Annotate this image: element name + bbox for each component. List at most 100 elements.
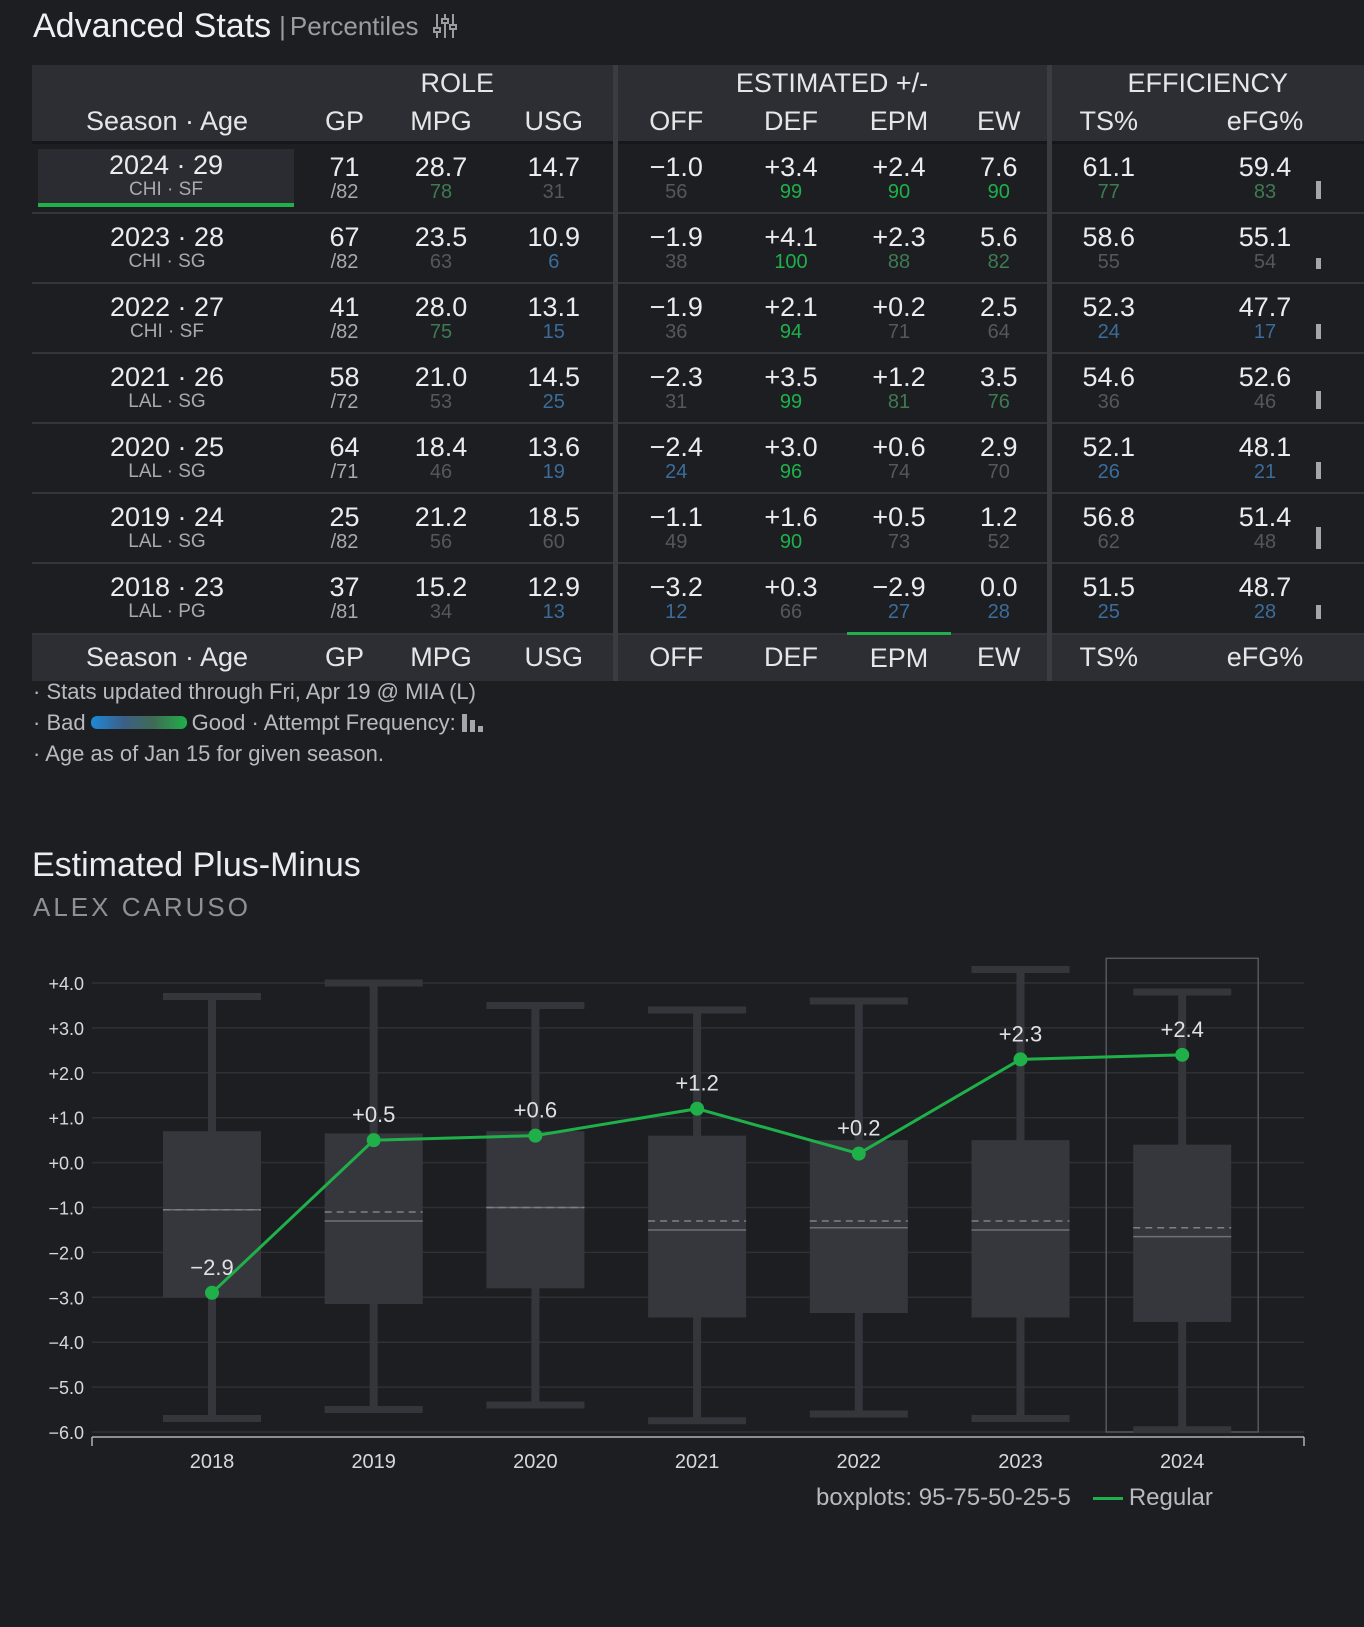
def-sub: 99 bbox=[779, 181, 803, 203]
efg-value: 48.7 bbox=[1238, 572, 1292, 603]
foot-col-usg[interactable]: USG bbox=[495, 633, 615, 681]
season-cell[interactable]: 2021 · 26 LAL · SG bbox=[32, 363, 302, 413]
def-sub: 100 bbox=[774, 251, 808, 273]
cell-gp: 64/71 bbox=[302, 423, 387, 494]
foot-col-def[interactable]: DEF bbox=[735, 633, 847, 681]
foot-col-ew[interactable]: EW bbox=[951, 633, 1050, 681]
usg-sub: 15 bbox=[542, 321, 565, 343]
cell-def: +0.3 66 bbox=[735, 563, 847, 635]
cell-efg: 48.7 28 bbox=[1166, 563, 1364, 635]
cell-gp: 71/82 bbox=[302, 142, 387, 214]
y-tick-label: −5.0 bbox=[48, 1378, 84, 1398]
epm-value: +1.2 bbox=[872, 362, 926, 392]
gp-value: 64 bbox=[329, 432, 360, 462]
epm-point bbox=[528, 1128, 543, 1143]
epm-value: +0.2 bbox=[872, 292, 926, 322]
cell-season: 2024 · 29 CHI · SF bbox=[32, 142, 302, 214]
note-bad: · Bad bbox=[33, 710, 86, 735]
cell-off: −1.1 49 bbox=[612, 493, 735, 564]
foot-col-mpg[interactable]: MPG bbox=[387, 633, 495, 681]
col-def[interactable]: DEF bbox=[735, 101, 847, 144]
def-value: +3.0 bbox=[764, 432, 818, 462]
col-mpg[interactable]: MPG bbox=[387, 101, 495, 144]
y-tick-label: −1.0 bbox=[48, 1199, 84, 1219]
y-tick-label: −3.0 bbox=[48, 1288, 84, 1308]
table-row[interactable]: 2020 · 25 LAL · SG 64/71 18.4 46 13.6 19 −2.4 24… bbox=[32, 423, 1364, 494]
season-cell[interactable]: 2023 · 28 CHI · SG bbox=[32, 223, 302, 273]
col-ew[interactable]: EW bbox=[951, 101, 1050, 144]
mpg-value: 18.4 bbox=[414, 432, 468, 462]
efg-wrap: 55.1 54 bbox=[1238, 222, 1322, 273]
col-ts[interactable]: TS% bbox=[1046, 101, 1167, 144]
sliders-icon[interactable] bbox=[432, 12, 457, 40]
foot-col-off[interactable]: OFF bbox=[612, 633, 735, 681]
ts-sub: 62 bbox=[1097, 531, 1120, 553]
x-tick-label: 2022 bbox=[837, 1451, 882, 1473]
table-row[interactable]: 2021 · 26 LAL · SG 58/72 21.0 53 14.5 25 −2.3 31… bbox=[32, 353, 1364, 424]
usg-value: 13.6 bbox=[527, 432, 581, 462]
legend-regular[interactable]: Regular bbox=[1128, 1484, 1213, 1511]
gp-sub: /82 bbox=[330, 321, 359, 343]
gp-value: 41 bbox=[329, 292, 360, 322]
cell-usg: 10.9 6 bbox=[495, 213, 615, 284]
efg-value: 52.6 bbox=[1238, 362, 1292, 392]
table-row[interactable]: 2022 · 27 CHI · SF 41/82 28.0 75 13.1 15 −1.9 36… bbox=[32, 283, 1364, 354]
table-row[interactable]: 2018 · 23 LAL · PG 37/81 15.2 34 12.9 13 −3.2 12… bbox=[32, 563, 1364, 635]
off-sub: 36 bbox=[665, 321, 688, 343]
efg-sub: 28 bbox=[1253, 601, 1277, 624]
col-gp[interactable]: GP bbox=[302, 101, 387, 144]
season-sub: CHI · SG bbox=[128, 251, 206, 272]
ew-sub: 28 bbox=[987, 601, 1010, 624]
mpg-sub: 78 bbox=[429, 181, 453, 203]
col-off[interactable]: OFF bbox=[612, 101, 735, 144]
season-cell[interactable]: 2018 · 23 LAL · PG bbox=[32, 573, 302, 623]
mpg-sub: 75 bbox=[429, 321, 453, 343]
group-role: ROLE bbox=[302, 65, 615, 101]
foot-col-ts[interactable]: TS% bbox=[1046, 633, 1167, 681]
ew-value: 7.6 bbox=[979, 152, 1018, 182]
cell-efg: 59.4 83 bbox=[1166, 142, 1364, 214]
foot-col-epm[interactable]: EPM bbox=[847, 632, 951, 681]
chart-subtitle: ALEX CARUSO bbox=[33, 892, 251, 922]
table-row[interactable]: 2019 · 24 LAL · SG 25/82 21.2 56 18.5 60 −1.1 49… bbox=[32, 493, 1364, 564]
usg-sub: 60 bbox=[542, 531, 565, 553]
col-season[interactable]: Season · Age bbox=[32, 101, 302, 144]
season-cell[interactable]: 2020 · 25 LAL · SG bbox=[32, 433, 302, 483]
cell-off: −1.9 36 bbox=[612, 283, 735, 354]
gp-sub: /82 bbox=[330, 531, 359, 553]
season-cell[interactable]: 2019 · 24 LAL · SG bbox=[32, 503, 302, 553]
col-epm[interactable]: EPM bbox=[847, 101, 951, 144]
cell-ts: 54.6 36 bbox=[1046, 353, 1167, 424]
cell-epm: +0.6 74 bbox=[847, 423, 951, 494]
epm-data-label: +2.3 bbox=[999, 1021, 1042, 1046]
foot-col-gp[interactable]: GP bbox=[302, 633, 387, 681]
mpg-sub: 34 bbox=[429, 601, 453, 624]
table-row[interactable]: 2024 · 29 CHI · SF 71/82 28.7 78 14.7 31 −1.0 56… bbox=[32, 142, 1364, 214]
cell-def: +3.5 99 bbox=[735, 353, 847, 424]
def-sub: 96 bbox=[779, 461, 803, 483]
usg-sub: 25 bbox=[542, 391, 565, 413]
foot-col-season[interactable]: Season · Age bbox=[32, 633, 302, 681]
cell-gp: 41/82 bbox=[302, 283, 387, 354]
ew-value: 3.5 bbox=[979, 362, 1018, 392]
col-usg[interactable]: USG bbox=[495, 101, 615, 144]
efg-value: 55.1 bbox=[1238, 222, 1292, 252]
cell-epm: +2.3 88 bbox=[847, 213, 951, 284]
efg-wrap: 47.7 17 bbox=[1239, 293, 1322, 343]
table-row[interactable]: 2023 · 28 CHI · SG 67/82 23.5 63 10.9 6 −1.9 38 +… bbox=[32, 213, 1364, 284]
efg-value: 59.4 bbox=[1238, 152, 1292, 182]
season-sub: LAL · SG bbox=[128, 391, 206, 412]
def-sub: 90 bbox=[779, 531, 803, 553]
foot-col-efg[interactable]: eFG% bbox=[1166, 633, 1364, 681]
season-cell[interactable]: 2024 · 29 CHI · SF bbox=[38, 149, 294, 207]
percentiles-toggle[interactable]: Percentiles bbox=[289, 10, 419, 41]
legend-boxplots: boxplots: 95-75-50-25-5 bbox=[816, 1484, 1071, 1511]
section-header: Advanced Stats | Percentiles bbox=[33, 6, 457, 46]
ts-value: 54.6 bbox=[1082, 362, 1136, 392]
col-efg[interactable]: eFG% bbox=[1166, 101, 1364, 144]
ts-value: 58.6 bbox=[1082, 222, 1136, 252]
cell-season: 2020 · 25 LAL · SG bbox=[32, 423, 302, 494]
cell-season: 2022 · 27 CHI · SF bbox=[32, 283, 302, 354]
epm-point bbox=[205, 1285, 219, 1300]
season-cell[interactable]: 2022 · 27 CHI · SF bbox=[32, 293, 302, 343]
